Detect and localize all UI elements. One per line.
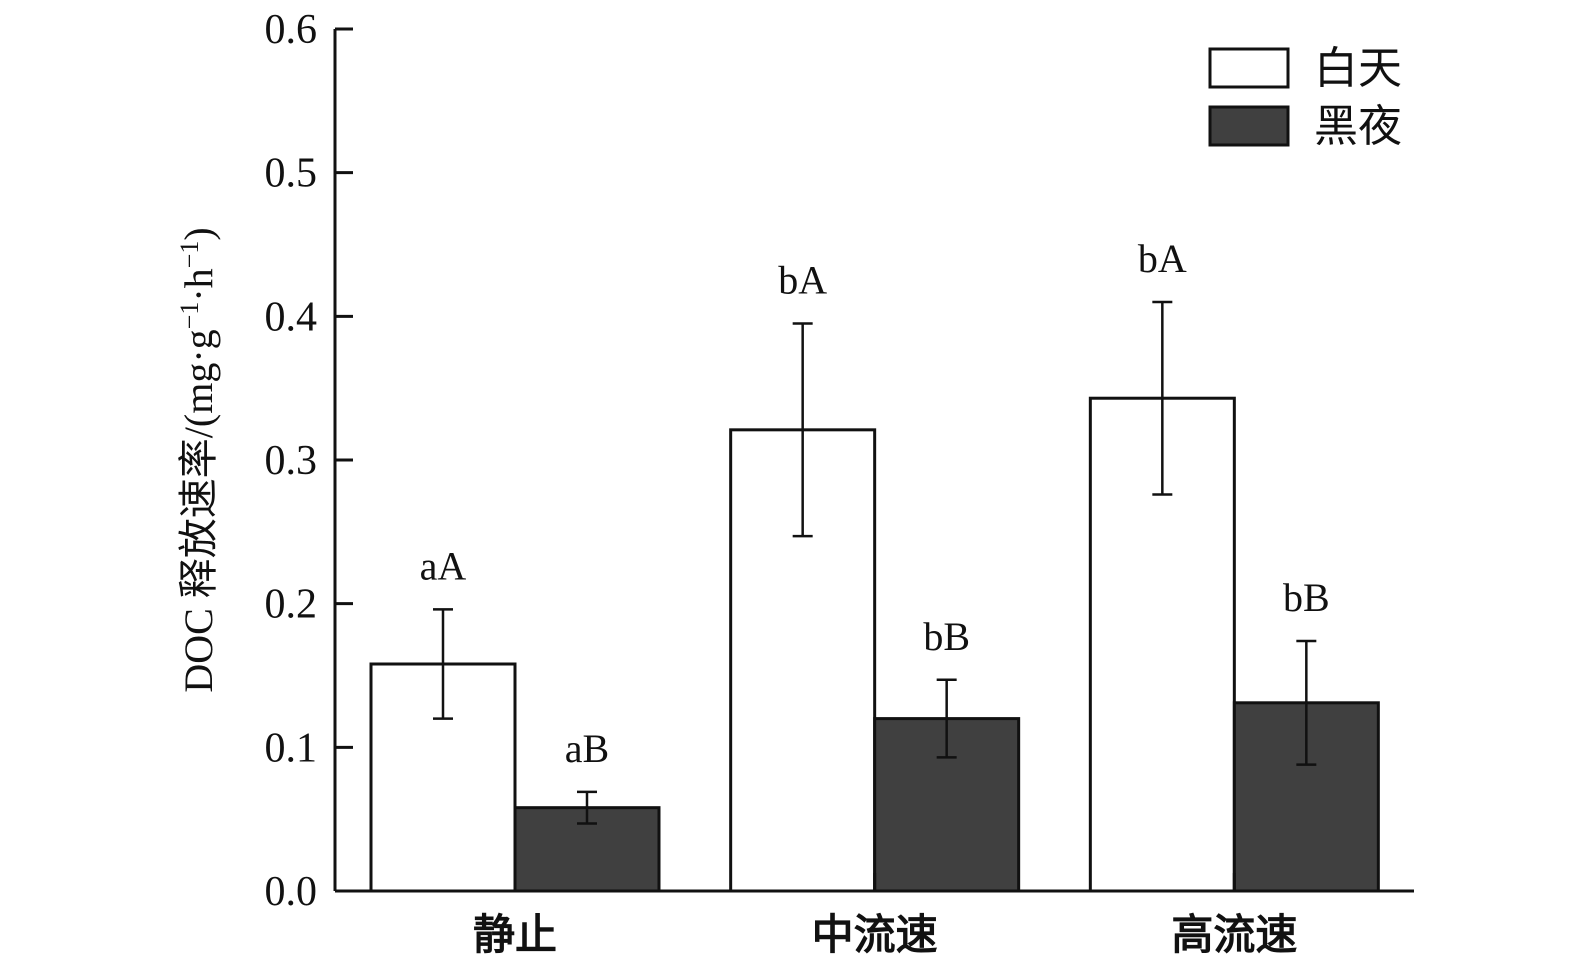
- sig-label-1-1: bB: [923, 614, 970, 659]
- y-tick-label-0: 0.0: [265, 869, 318, 915]
- sig-label-1-2: bB: [1283, 575, 1330, 620]
- y-tick-label-5: 0.5: [265, 151, 318, 197]
- x-tick-label-2: 高流速: [1171, 912, 1297, 959]
- y-axis-label-sup2: −1: [175, 241, 204, 269]
- y-tick-label-4: 0.4: [265, 294, 318, 340]
- y-tick-label-2: 0.2: [265, 582, 318, 628]
- legend-label-0: 白天: [1314, 44, 1402, 93]
- y-tick-label-6: 0.6: [265, 7, 318, 53]
- x-tick-label-1: 中流速: [812, 912, 938, 959]
- sig-label-1-0: aB: [565, 726, 609, 771]
- y-axis-label-prefix: DOC 释放速率/(mg·g: [176, 329, 221, 692]
- y-tick-label-1: 0.1: [265, 725, 318, 771]
- legend-swatch-1: [1208, 105, 1290, 147]
- axes: 静止 中流速 高流速 0.0 0.1 0.2 0.3 0.4 0.5 0.6: [265, 7, 1414, 959]
- legend-swatch-0: [1208, 47, 1290, 89]
- x-tick-label-0: 静止: [473, 912, 557, 959]
- legend-label-1: 黑夜: [1314, 102, 1402, 151]
- sig-label-0-1: bA: [778, 258, 827, 303]
- sig-label-0-0: aA: [420, 543, 467, 588]
- y-axis-label-suffix: ): [176, 227, 221, 240]
- y-axis-label-mid: ·h: [176, 268, 221, 301]
- y-axis-label-sup1: −1: [175, 302, 204, 330]
- plot-area: aA aB bA bB bA bB: [369, 236, 1380, 893]
- y-tick-label-3: 0.3: [265, 438, 318, 484]
- y-axis-label: DOC 释放速率/(mg·g−1·h−1): [175, 227, 222, 692]
- sig-label-0-2: bA: [1138, 236, 1187, 281]
